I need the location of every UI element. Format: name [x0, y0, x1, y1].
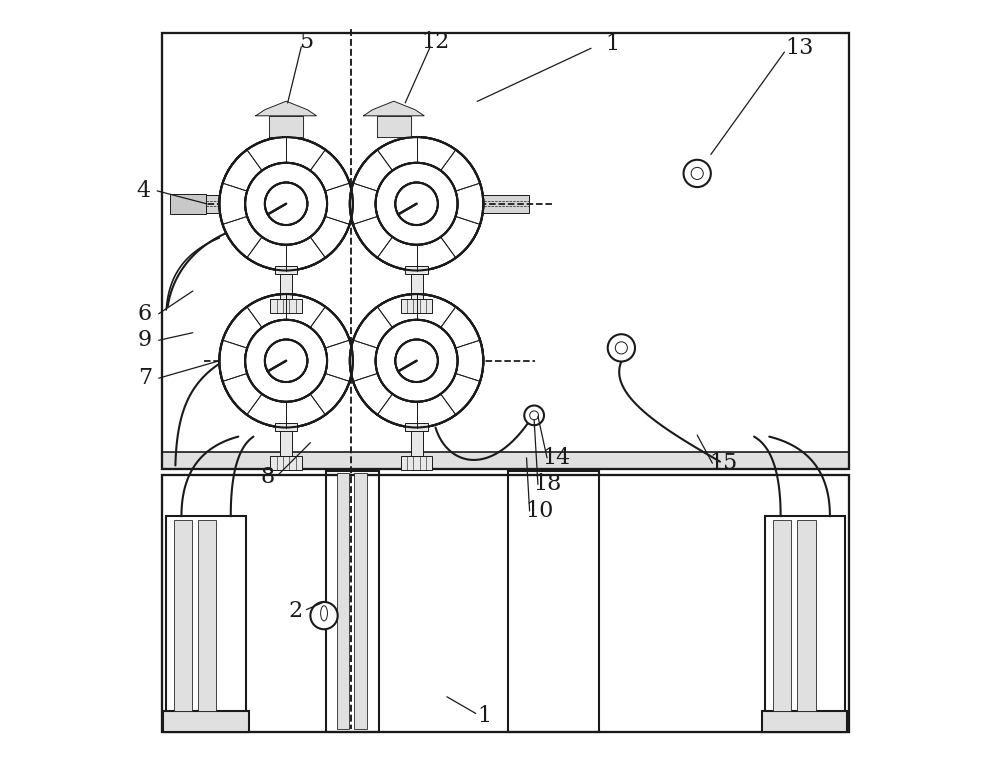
Text: 1: 1	[605, 34, 619, 56]
Circle shape	[310, 602, 338, 630]
Circle shape	[219, 137, 353, 270]
Circle shape	[245, 163, 327, 244]
Bar	[401, 456, 432, 470]
Bar	[508, 471, 599, 733]
Text: 12: 12	[421, 31, 450, 53]
Circle shape	[265, 183, 307, 225]
Polygon shape	[269, 116, 303, 137]
Bar	[163, 711, 249, 733]
Circle shape	[395, 183, 438, 225]
Bar	[174, 520, 192, 711]
Circle shape	[245, 320, 327, 402]
Bar	[762, 711, 847, 733]
Bar	[280, 270, 292, 299]
Circle shape	[350, 294, 483, 428]
Circle shape	[245, 320, 327, 402]
Text: 5: 5	[300, 31, 314, 53]
Circle shape	[395, 183, 438, 225]
Text: 1: 1	[478, 704, 492, 727]
Circle shape	[608, 334, 635, 361]
Polygon shape	[377, 116, 411, 137]
Text: 9: 9	[138, 329, 152, 351]
Bar	[411, 428, 423, 456]
Circle shape	[219, 137, 353, 270]
Polygon shape	[363, 101, 424, 116]
Circle shape	[376, 320, 458, 402]
Bar	[401, 299, 432, 313]
Bar	[219, 351, 482, 370]
Circle shape	[219, 294, 353, 428]
Circle shape	[350, 137, 483, 270]
Circle shape	[265, 339, 307, 382]
Circle shape	[376, 163, 458, 244]
Bar	[773, 520, 791, 711]
Text: 8: 8	[260, 466, 274, 487]
Bar	[275, 423, 297, 431]
Circle shape	[684, 160, 711, 187]
Circle shape	[524, 406, 544, 426]
Bar	[797, 520, 816, 711]
Text: 2: 2	[288, 600, 302, 622]
Text: 7: 7	[138, 367, 152, 389]
Bar	[162, 33, 849, 469]
Bar	[170, 195, 529, 213]
Circle shape	[395, 339, 438, 382]
Bar	[411, 270, 423, 299]
Bar	[162, 474, 849, 733]
Bar	[170, 194, 206, 214]
Bar	[765, 516, 845, 733]
Circle shape	[265, 339, 307, 382]
Text: 13: 13	[785, 37, 814, 60]
Circle shape	[350, 137, 483, 270]
Bar	[270, 456, 302, 470]
Bar	[405, 266, 428, 274]
Circle shape	[376, 320, 458, 402]
Text: 18: 18	[534, 474, 562, 495]
Circle shape	[376, 163, 458, 244]
Text: 14: 14	[543, 447, 571, 469]
Bar	[166, 516, 246, 733]
Circle shape	[219, 294, 353, 428]
Bar	[337, 473, 349, 730]
Polygon shape	[256, 101, 316, 116]
Bar	[162, 452, 849, 469]
Bar	[326, 471, 379, 733]
Bar	[280, 428, 292, 456]
Text: 10: 10	[525, 500, 554, 522]
Text: 6: 6	[138, 303, 152, 325]
Circle shape	[245, 163, 327, 244]
Bar	[275, 266, 297, 274]
Text: 15: 15	[710, 452, 738, 474]
Circle shape	[265, 183, 307, 225]
Bar	[405, 423, 428, 431]
Text: 4: 4	[136, 180, 151, 202]
Bar	[354, 473, 367, 730]
Circle shape	[350, 294, 483, 428]
Bar	[270, 299, 302, 313]
Circle shape	[395, 339, 438, 382]
Bar	[198, 520, 216, 711]
